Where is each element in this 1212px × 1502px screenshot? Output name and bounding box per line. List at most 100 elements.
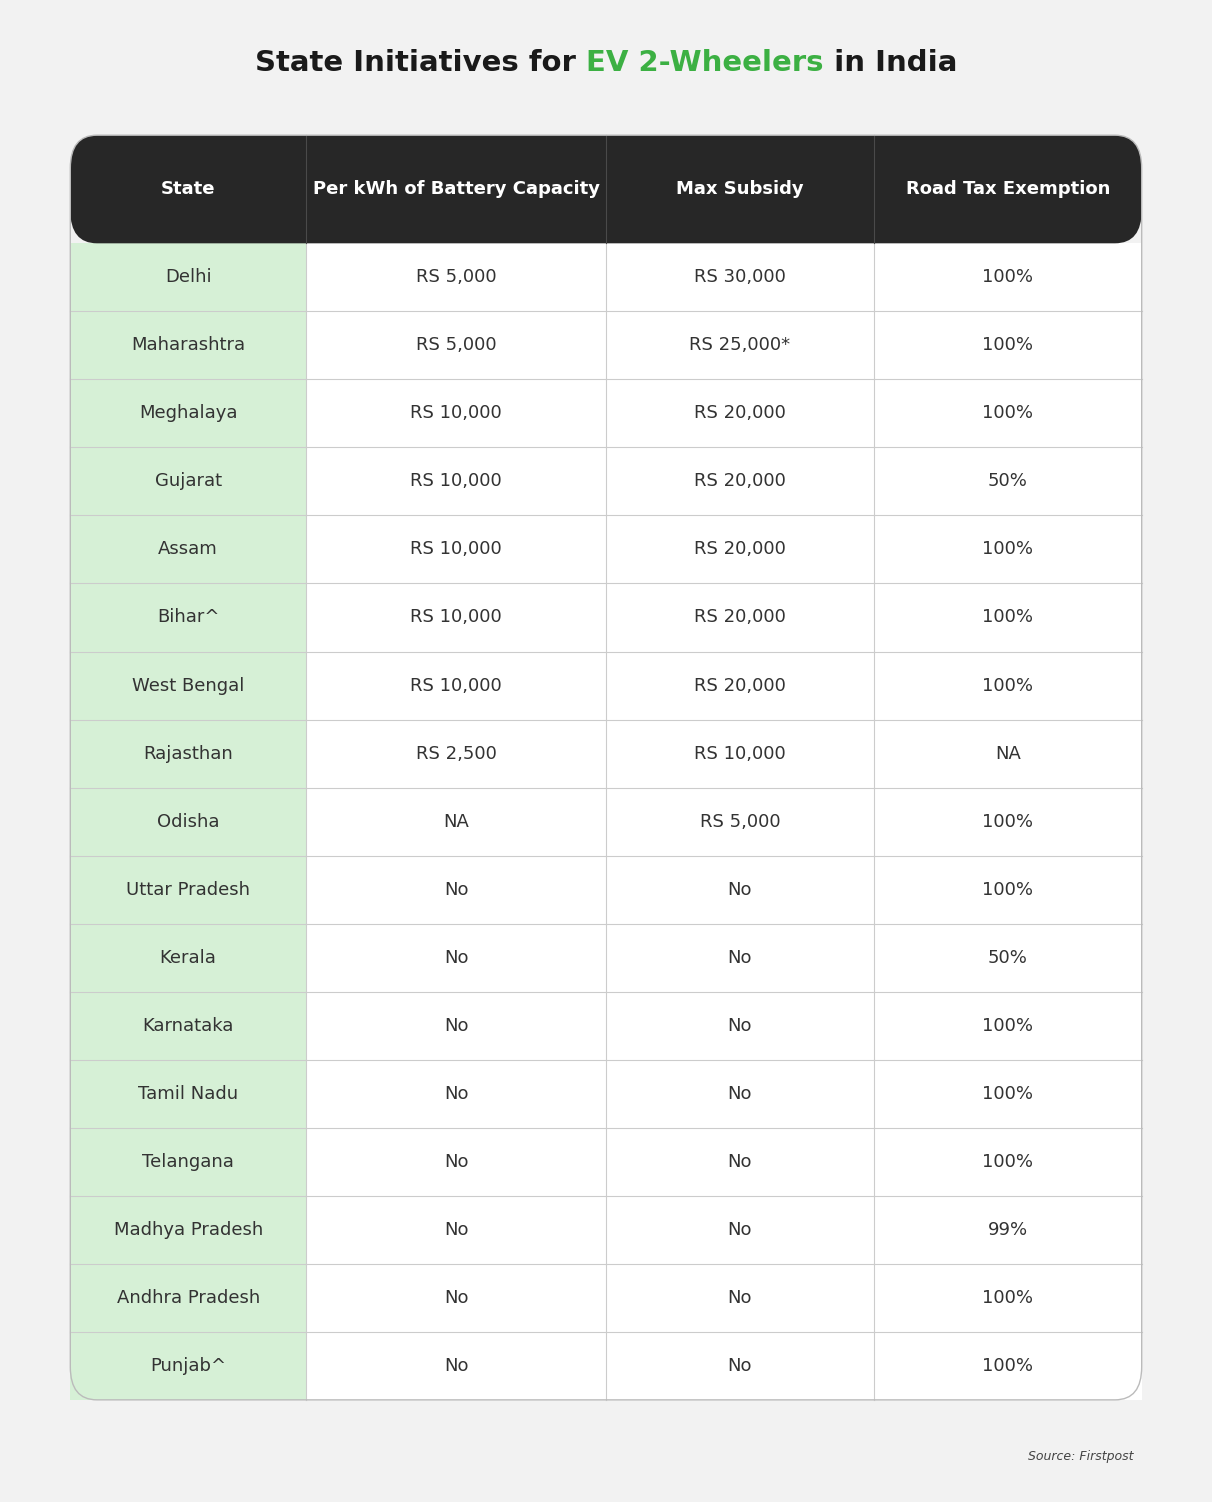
FancyBboxPatch shape <box>606 380 874 448</box>
Text: Madhya Pradesh: Madhya Pradesh <box>114 1221 263 1239</box>
Text: NA: NA <box>995 745 1021 763</box>
Text: RS 5,000: RS 5,000 <box>416 269 497 287</box>
Text: State Initiatives for: State Initiatives for <box>255 50 587 77</box>
FancyBboxPatch shape <box>874 856 1142 924</box>
FancyBboxPatch shape <box>874 787 1142 856</box>
FancyBboxPatch shape <box>874 1196 1142 1263</box>
Text: 100%: 100% <box>982 1289 1034 1307</box>
FancyBboxPatch shape <box>606 1128 874 1196</box>
Text: Odisha: Odisha <box>156 813 219 831</box>
FancyBboxPatch shape <box>874 991 1142 1060</box>
FancyBboxPatch shape <box>874 1263 1142 1332</box>
Text: Source: Firstpost: Source: Firstpost <box>1028 1451 1133 1463</box>
FancyBboxPatch shape <box>70 1060 305 1128</box>
Text: RS 25,000*: RS 25,000* <box>690 336 790 354</box>
Text: Assam: Assam <box>159 541 218 559</box>
Text: Andhra Pradesh: Andhra Pradesh <box>116 1289 259 1307</box>
FancyBboxPatch shape <box>305 583 606 652</box>
Text: 50%: 50% <box>988 949 1028 967</box>
FancyBboxPatch shape <box>305 719 606 787</box>
Text: No: No <box>444 880 468 898</box>
FancyBboxPatch shape <box>305 243 606 311</box>
FancyBboxPatch shape <box>874 652 1142 719</box>
FancyBboxPatch shape <box>874 1332 1142 1400</box>
Text: Delhi: Delhi <box>165 269 211 287</box>
FancyBboxPatch shape <box>305 787 606 856</box>
Text: RS 10,000: RS 10,000 <box>410 541 502 559</box>
FancyBboxPatch shape <box>305 448 606 515</box>
Text: RS 20,000: RS 20,000 <box>694 541 785 559</box>
Text: No: No <box>727 1289 753 1307</box>
Text: No: No <box>727 1017 753 1035</box>
Text: No: No <box>444 1017 468 1035</box>
FancyBboxPatch shape <box>305 924 606 991</box>
Text: NA: NA <box>444 813 469 831</box>
Text: 50%: 50% <box>988 473 1028 491</box>
FancyBboxPatch shape <box>606 991 874 1060</box>
Text: RS 10,000: RS 10,000 <box>410 473 502 491</box>
FancyBboxPatch shape <box>70 311 305 380</box>
FancyBboxPatch shape <box>70 924 305 991</box>
FancyBboxPatch shape <box>70 583 305 652</box>
Text: RS 10,000: RS 10,000 <box>694 745 785 763</box>
FancyBboxPatch shape <box>606 719 874 787</box>
FancyBboxPatch shape <box>305 1060 606 1128</box>
Text: RS 10,000: RS 10,000 <box>410 404 502 422</box>
Text: Rajasthan: Rajasthan <box>143 745 233 763</box>
Text: RS 2,500: RS 2,500 <box>416 745 497 763</box>
FancyBboxPatch shape <box>305 515 606 583</box>
Text: RS 5,000: RS 5,000 <box>699 813 781 831</box>
Text: Meghalaya: Meghalaya <box>139 404 238 422</box>
FancyBboxPatch shape <box>70 515 305 583</box>
Text: No: No <box>444 949 468 967</box>
Text: Uttar Pradesh: Uttar Pradesh <box>126 880 250 898</box>
Text: No: No <box>727 880 753 898</box>
Text: State: State <box>161 180 216 198</box>
FancyBboxPatch shape <box>70 380 305 448</box>
Text: 100%: 100% <box>982 336 1034 354</box>
Text: in India: in India <box>824 50 957 77</box>
FancyBboxPatch shape <box>305 311 606 380</box>
FancyBboxPatch shape <box>305 1332 606 1400</box>
Text: No: No <box>727 1221 753 1239</box>
FancyBboxPatch shape <box>874 380 1142 448</box>
FancyBboxPatch shape <box>70 991 305 1060</box>
FancyBboxPatch shape <box>70 787 305 856</box>
Text: Kerala: Kerala <box>160 949 217 967</box>
Text: 100%: 100% <box>982 813 1034 831</box>
FancyBboxPatch shape <box>70 652 305 719</box>
Text: 100%: 100% <box>982 1152 1034 1170</box>
FancyBboxPatch shape <box>874 1060 1142 1128</box>
FancyBboxPatch shape <box>606 243 874 311</box>
Text: 100%: 100% <box>982 404 1034 422</box>
FancyBboxPatch shape <box>305 652 606 719</box>
Text: 100%: 100% <box>982 1017 1034 1035</box>
FancyBboxPatch shape <box>305 991 606 1060</box>
Text: Maharashtra: Maharashtra <box>131 336 245 354</box>
Text: RS 20,000: RS 20,000 <box>694 608 785 626</box>
FancyBboxPatch shape <box>606 448 874 515</box>
Text: RS 10,000: RS 10,000 <box>410 676 502 694</box>
Text: 100%: 100% <box>982 541 1034 559</box>
FancyBboxPatch shape <box>874 243 1142 311</box>
Text: 100%: 100% <box>982 1084 1034 1102</box>
FancyBboxPatch shape <box>70 1196 305 1263</box>
FancyBboxPatch shape <box>305 1263 606 1332</box>
Text: Tamil Nadu: Tamil Nadu <box>138 1084 239 1102</box>
Text: RS 10,000: RS 10,000 <box>410 608 502 626</box>
FancyBboxPatch shape <box>606 1196 874 1263</box>
FancyBboxPatch shape <box>606 515 874 583</box>
FancyBboxPatch shape <box>874 448 1142 515</box>
Text: Per kWh of Battery Capacity: Per kWh of Battery Capacity <box>313 180 600 198</box>
Text: Road Tax Exemption: Road Tax Exemption <box>905 180 1110 198</box>
FancyBboxPatch shape <box>70 1332 305 1400</box>
Text: West Bengal: West Bengal <box>132 676 245 694</box>
FancyBboxPatch shape <box>70 448 305 515</box>
FancyBboxPatch shape <box>874 719 1142 787</box>
Text: 99%: 99% <box>988 1221 1028 1239</box>
Text: No: No <box>727 949 753 967</box>
Text: Telangana: Telangana <box>142 1152 234 1170</box>
Text: Punjab^: Punjab^ <box>150 1356 227 1374</box>
FancyBboxPatch shape <box>606 583 874 652</box>
Text: 100%: 100% <box>982 676 1034 694</box>
